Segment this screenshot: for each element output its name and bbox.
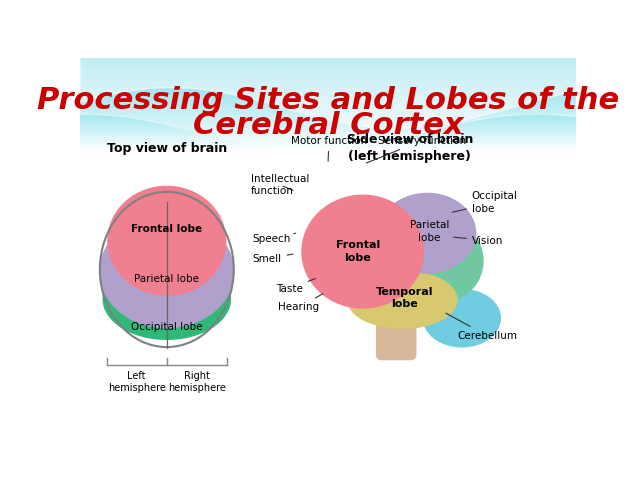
- Bar: [80, 143, 576, 145]
- Ellipse shape: [302, 195, 424, 308]
- Bar: [80, 138, 576, 141]
- Bar: [80, 104, 576, 106]
- Text: Smell: Smell: [253, 254, 293, 264]
- Bar: [80, 108, 576, 111]
- Text: Top view of brain: Top view of brain: [107, 142, 227, 155]
- Ellipse shape: [379, 193, 476, 273]
- Bar: [80, 136, 576, 138]
- Bar: [80, 99, 576, 101]
- Text: Right
hemisphere: Right hemisphere: [168, 371, 226, 393]
- Text: Parietal lobe: Parietal lobe: [134, 275, 199, 284]
- Text: Side view of brain
(left hemisphere): Side view of brain (left hemisphere): [347, 133, 473, 163]
- Bar: [80, 88, 576, 90]
- Text: Frontal
lobe: Frontal lobe: [335, 240, 380, 263]
- Bar: [80, 115, 576, 118]
- Text: Motor function: Motor function: [291, 136, 367, 161]
- Ellipse shape: [424, 289, 500, 347]
- Bar: [80, 120, 576, 122]
- Text: Hearing: Hearing: [278, 294, 323, 312]
- Text: Occipital
lobe: Occipital lobe: [452, 192, 518, 214]
- Bar: [80, 58, 576, 60]
- Ellipse shape: [103, 259, 230, 339]
- Bar: [80, 81, 576, 83]
- Ellipse shape: [108, 186, 226, 295]
- Text: Sensory function: Sensory function: [366, 136, 466, 163]
- Text: Cerebellum: Cerebellum: [446, 313, 517, 340]
- Bar: [80, 83, 576, 85]
- Bar: [80, 129, 576, 132]
- Bar: [80, 92, 576, 95]
- Bar: [80, 69, 576, 72]
- Bar: [80, 145, 576, 148]
- Text: Intellectual
function: Intellectual function: [251, 174, 310, 196]
- Ellipse shape: [100, 216, 234, 328]
- Bar: [80, 60, 576, 62]
- Bar: [80, 127, 576, 129]
- Bar: [80, 67, 576, 69]
- Text: Parietal
lobe: Parietal lobe: [410, 220, 449, 242]
- Bar: [80, 148, 576, 150]
- Text: Cerebral Cortex: Cerebral Cortex: [193, 111, 463, 141]
- Text: Frontal lobe: Frontal lobe: [131, 225, 202, 234]
- Bar: [80, 72, 576, 74]
- Bar: [80, 85, 576, 88]
- Bar: [80, 76, 576, 78]
- Bar: [80, 97, 576, 99]
- Ellipse shape: [406, 221, 483, 300]
- Bar: [80, 113, 576, 115]
- Ellipse shape: [348, 271, 457, 328]
- Text: Processing Sites and Lobes of the: Processing Sites and Lobes of the: [37, 85, 619, 115]
- Bar: [80, 78, 576, 81]
- Bar: [80, 101, 576, 104]
- Text: Vision: Vision: [454, 236, 503, 246]
- Bar: [80, 141, 576, 143]
- Text: Speech: Speech: [253, 233, 296, 244]
- Bar: [80, 90, 576, 92]
- Bar: [80, 122, 576, 125]
- Bar: [80, 132, 576, 134]
- Text: Temporal
lobe: Temporal lobe: [376, 287, 434, 309]
- Text: Taste: Taste: [276, 278, 316, 294]
- Bar: [80, 134, 576, 136]
- Bar: [80, 95, 576, 97]
- Bar: [80, 111, 576, 113]
- Bar: [80, 74, 576, 76]
- Bar: [80, 125, 576, 127]
- FancyBboxPatch shape: [376, 308, 416, 360]
- Bar: [80, 106, 576, 108]
- Bar: [80, 62, 576, 64]
- Text: Left
hemisphere: Left hemisphere: [108, 371, 166, 393]
- Text: Occipital lobe: Occipital lobe: [131, 323, 202, 333]
- Bar: [80, 64, 576, 67]
- Bar: [80, 118, 576, 120]
